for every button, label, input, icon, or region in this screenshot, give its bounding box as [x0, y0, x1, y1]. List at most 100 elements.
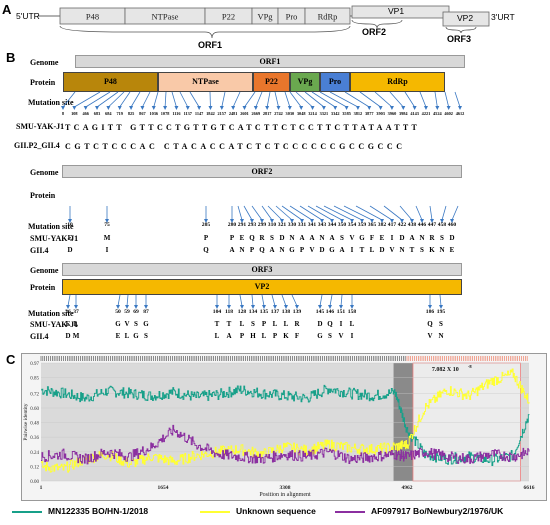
orf2-site-20: 422 [397, 222, 407, 228]
orf2-arrowhead-438 [410, 219, 414, 223]
orf3-r1-10: P [261, 320, 267, 328]
orf3-r1-11: L [272, 320, 278, 328]
ytick-3: 0.36 [30, 436, 39, 441]
orf2-arrowhead-350 [340, 219, 344, 223]
orf2-site-10: 331 [297, 222, 307, 228]
orf1-arrowhead-3812 [355, 106, 360, 110]
orf2-r2-15: I [350, 246, 354, 254]
orf1-arrows [61, 91, 462, 110]
orf1-box-label-pro: Pro [286, 12, 298, 22]
orf2-site-25: 460 [447, 222, 457, 228]
orf3-site-9: 134 [248, 309, 258, 315]
orf3-arrowhead-195 [439, 305, 443, 309]
orf2-arrow-354 [323, 205, 353, 221]
orf1-arrow-3585 [319, 91, 347, 108]
orf2-arrow-343 [299, 205, 323, 221]
orf2-protein-bar [62, 184, 462, 205]
orf2-site-3: 280 [227, 222, 237, 228]
orf3-r1-12: L [283, 320, 289, 328]
orf1-arrowhead-1842 [208, 106, 213, 110]
orf3-arrow-135 [261, 294, 265, 307]
orf2-site-22: 446 [417, 222, 427, 228]
orf2-arrow-331 [281, 205, 303, 221]
orf1-box-label-rdrp: RdRp [318, 12, 338, 22]
orf2-row2-label: GII.4 [30, 246, 49, 255]
orf1-box-label-p22: P22 [222, 12, 235, 22]
orf1-site-19: 2742 [274, 111, 283, 116]
orf2-arrowhead-343 [320, 219, 324, 223]
orf3-arrow-151 [340, 294, 343, 307]
orf2-arrow-417 [369, 205, 393, 221]
orf1-arrowhead-4143 [412, 106, 417, 110]
orf3-arrowhead-50 [116, 305, 120, 309]
orf1-arrowhead-3877 [367, 106, 372, 110]
orf3-arrowhead-36 [66, 305, 70, 309]
orf1-site-33: 4524 [433, 111, 442, 116]
xtick-4: 6616 [524, 485, 535, 491]
orf1-site-15: 2481 [228, 111, 238, 116]
orf2-r1-19: I [390, 234, 394, 242]
orf2-r2-9: G [289, 246, 295, 254]
orf2-r1-24: S [440, 234, 444, 242]
orf1-site-11: 1137 [183, 111, 192, 116]
orf3-r2-17: I [350, 332, 354, 340]
orf1-arrow-1036 [153, 91, 159, 108]
orf2-arrow-458 [441, 205, 447, 221]
orf1-site-22: 3214 [308, 111, 317, 116]
orf2-arrowhead-460 [450, 219, 454, 223]
orf2-r2-19: V [389, 246, 395, 254]
legend-label-unknown: Unknown sequence [236, 506, 316, 516]
orf3-arrowhead-128 [240, 305, 244, 309]
orf2-r2-1: I [105, 246, 109, 254]
orf3-row1-label: SMU-YAK-J1 [30, 320, 79, 329]
orf3-r1-1: L [73, 320, 79, 328]
orf2-arrows [68, 205, 459, 223]
orf2-r1-16: G [359, 234, 365, 242]
orf1-arrow-1078 [164, 91, 167, 108]
orf1-protein-bar: P48 NTPase P22 VPg Pro RdRp [63, 72, 463, 92]
orf2-r2-6: Q [259, 246, 265, 254]
orf1-arrowhead-684 [106, 106, 111, 110]
orf2-r2-21: T [409, 246, 415, 254]
panel-c-label: C [6, 352, 16, 367]
orf3-site-11: 137 [270, 309, 280, 315]
orf2-arrowhead-330 [290, 219, 294, 223]
orf1-site-23: 3321 [319, 111, 329, 116]
orf3-arrowhead-134 [251, 305, 255, 309]
orf1-site-10: 1116 [172, 111, 181, 116]
orf2-r1-12: N [319, 234, 325, 242]
orf1-site-0: 8 [61, 111, 65, 116]
orf2-r2-5: P [249, 246, 255, 254]
recombinant-region [412, 362, 521, 482]
orf3-r2-14: G [317, 332, 323, 340]
orf1-arrow-2601 [244, 91, 256, 108]
orf3-arrowhead-151 [339, 305, 343, 309]
ytick-6: 0.72 [30, 392, 39, 397]
orf2-site-6: 299 [257, 222, 267, 228]
orf3-r1-14: D [317, 320, 323, 328]
orf2-arrowhead-458 [440, 219, 444, 223]
orf1-arrowhead-1078 [163, 106, 168, 110]
orf2-site-14: 350 [337, 222, 347, 228]
orf1-arrow-825 [130, 91, 141, 108]
orf2-arrow-344 [307, 205, 333, 221]
orf3-site-10: 135 [259, 309, 269, 315]
genome-map-svg: P48 NTPase P22 VPg Pro RdRp [38, 5, 490, 39]
orf1-arrowhead-3585 [344, 106, 349, 110]
vp1-label: VP1 [388, 6, 405, 16]
orf2-r2-18: D [379, 246, 385, 254]
orf3-r1-18: Q [427, 320, 433, 328]
orf2-r2-13: G [329, 246, 335, 254]
orf1-arrowhead-8 [61, 106, 65, 110]
orf1-site-13: 1842 [206, 111, 215, 116]
orf2-site-17: 365 [367, 222, 377, 228]
orf3-arrow-146 [329, 294, 333, 307]
orf1-site-17: 2669 [251, 111, 261, 116]
vp2-box [442, 11, 490, 27]
orf3-arrow-59 [126, 294, 129, 307]
orf3-arrowhead-186 [428, 305, 432, 309]
orf3-r1-5: G [143, 320, 149, 328]
orf1-arrow-3877 [344, 91, 370, 108]
orf3-site-3: 59 [124, 309, 130, 315]
orf2-site-21: 438 [407, 222, 417, 228]
